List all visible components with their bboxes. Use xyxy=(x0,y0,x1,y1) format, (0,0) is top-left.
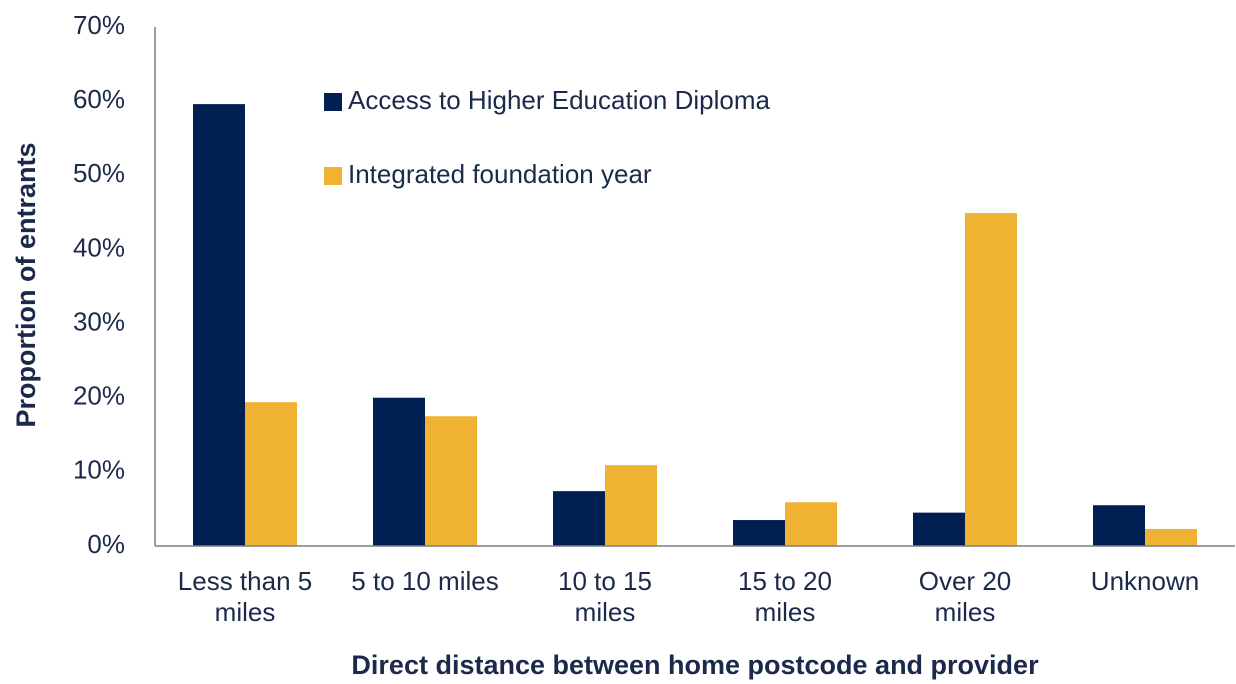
y-tick-label: 50% xyxy=(73,158,125,188)
y-tick-label: 30% xyxy=(73,306,125,336)
x-axis-title: Direct distance between home postcode an… xyxy=(351,650,1039,680)
bar xyxy=(425,416,477,546)
bar xyxy=(1145,528,1197,546)
bar xyxy=(785,502,837,546)
bar xyxy=(965,213,1017,546)
bar xyxy=(553,491,605,546)
y-tick-label: 40% xyxy=(73,232,125,262)
x-tick-label: Unknown xyxy=(1090,566,1200,596)
bar xyxy=(245,402,297,546)
bar xyxy=(1093,505,1145,546)
x-tick-label: 5 to 10 miles xyxy=(351,566,499,596)
y-tick-label: 60% xyxy=(73,84,125,114)
legend-label: Access to Higher Education Diploma xyxy=(348,85,771,115)
bar xyxy=(913,512,965,546)
bar xyxy=(193,104,245,546)
legend-swatch xyxy=(324,167,342,185)
bar xyxy=(373,397,425,546)
x-tick-label: 15 to 20 miles xyxy=(738,566,832,627)
y-tick-label: 10% xyxy=(73,455,125,485)
bar xyxy=(605,465,657,546)
y-tick-label: 20% xyxy=(73,381,125,411)
x-tick-label: 10 to 15 miles xyxy=(558,566,652,627)
legend-swatch xyxy=(324,93,342,111)
x-tick-label: Less than 5 miles xyxy=(177,566,313,627)
y-tick-label: 0% xyxy=(87,529,125,559)
y-tick-label: 70% xyxy=(73,10,125,40)
legend-label: Integrated foundation year xyxy=(348,159,652,189)
y-axis-title: Proportion of entrants xyxy=(11,143,41,428)
bar xyxy=(733,520,785,546)
x-tick-label: Over 20 miles xyxy=(918,566,1012,627)
